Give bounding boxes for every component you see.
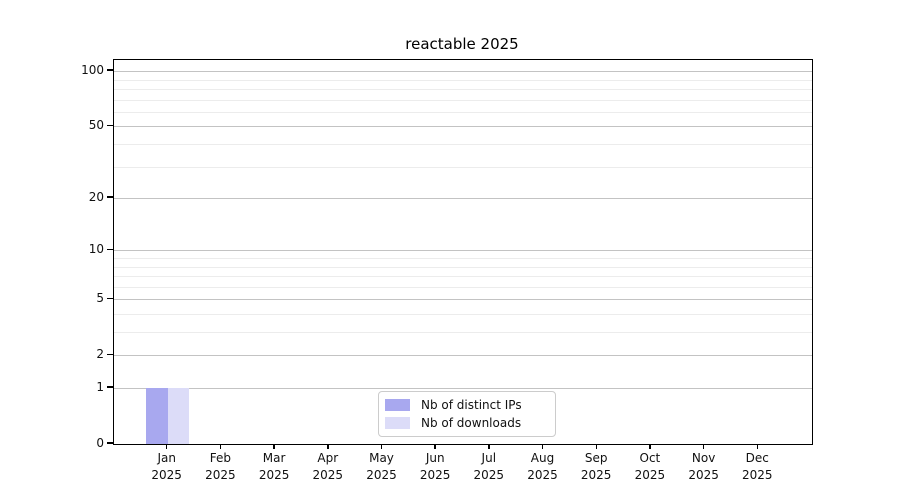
x-tick-apr bbox=[327, 444, 329, 449]
gridline-y-10 bbox=[114, 250, 812, 252]
gridline-y-7 bbox=[114, 276, 812, 277]
gridline-y-4 bbox=[114, 314, 812, 315]
bar-jan-distinct-ips bbox=[146, 388, 168, 444]
y-tick-label-0: 0 bbox=[96, 436, 104, 450]
x-tick-label-dec: Dec 2025 bbox=[742, 451, 773, 482]
y-tick-label-20: 20 bbox=[88, 190, 104, 205]
gridline-y-50 bbox=[114, 126, 812, 128]
y-tick-2 bbox=[107, 353, 113, 355]
gridline-y-70 bbox=[114, 99, 812, 101]
gridline-y-2 bbox=[114, 355, 812, 357]
y-tick-5 bbox=[107, 297, 113, 299]
x-tick-jan bbox=[165, 444, 168, 449]
x-tick-label-jun: Jun 2025 bbox=[419, 451, 451, 482]
gridline-y-40 bbox=[114, 144, 812, 145]
legend-entry-downloads: Nb of downloads bbox=[385, 416, 549, 430]
chart-title: reactable 2025 bbox=[405, 35, 519, 53]
x-tick-oct bbox=[649, 444, 651, 449]
x-tick-jul bbox=[488, 444, 490, 449]
x-tick-aug bbox=[541, 444, 544, 449]
x-tick-label-sep: Sep 2025 bbox=[580, 451, 612, 482]
x-tick-label-jul: Jul 2025 bbox=[473, 451, 505, 482]
x-tick-label-mar: Mar 2025 bbox=[258, 451, 290, 482]
legend-swatch-distinct-ips bbox=[385, 399, 410, 412]
x-tick-label-jan: Jan 2025 bbox=[151, 451, 182, 482]
x-tick-label-may: May 2025 bbox=[366, 451, 397, 482]
x-tick-feb bbox=[219, 444, 222, 449]
gridline-y-5 bbox=[114, 299, 812, 301]
gridline-y-30 bbox=[114, 166, 812, 168]
x-tick-mar bbox=[273, 444, 275, 449]
gridline-y-60 bbox=[114, 111, 812, 113]
x-tick-label-feb: Feb 2025 bbox=[205, 451, 236, 482]
gridline-y-80 bbox=[114, 89, 812, 90]
gridline-y-6 bbox=[114, 286, 812, 288]
legend: Nb of distinct IPs Nb of downloads bbox=[378, 391, 556, 437]
gridline-y-3 bbox=[114, 332, 812, 333]
y-tick-label-5: 5 bbox=[96, 291, 104, 306]
x-tick-may bbox=[380, 444, 383, 449]
legend-label-downloads: Nb of downloads bbox=[421, 415, 522, 430]
y-tick-1 bbox=[107, 386, 113, 388]
y-tick-50 bbox=[107, 124, 113, 127]
x-tick-jun bbox=[434, 444, 436, 449]
bar-jan-downloads bbox=[167, 388, 190, 444]
y-tick-0 bbox=[107, 442, 113, 444]
gridline-y-8 bbox=[114, 266, 812, 268]
legend-label-distinct-ips: Nb of distinct IPs bbox=[421, 398, 522, 413]
y-tick-label-100: 100 bbox=[81, 63, 104, 78]
y-tick-label-1: 1 bbox=[96, 380, 104, 394]
gridline-y-100 bbox=[114, 71, 812, 73]
y-tick-100 bbox=[107, 69, 113, 71]
x-tick-dec bbox=[756, 444, 759, 449]
x-tick-sep bbox=[595, 444, 597, 449]
gridline-y-9 bbox=[114, 258, 812, 259]
y-tick-10 bbox=[107, 248, 113, 250]
plot-area bbox=[113, 59, 813, 445]
x-tick-nov bbox=[702, 444, 705, 449]
x-tick-label-apr: Apr 2025 bbox=[312, 451, 344, 482]
y-tick-label-10: 10 bbox=[88, 242, 104, 257]
x-tick-label-aug: Aug 2025 bbox=[527, 451, 558, 482]
x-tick-label-nov: Nov 2025 bbox=[688, 451, 719, 482]
legend-swatch-downloads bbox=[385, 416, 410, 429]
y-tick-20 bbox=[107, 196, 113, 198]
legend-entry-distinct-ips: Nb of distinct IPs bbox=[385, 398, 549, 412]
y-tick-label-50: 50 bbox=[88, 118, 104, 133]
gridline-y-20 bbox=[114, 198, 812, 200]
y-tick-label-2: 2 bbox=[96, 347, 104, 362]
gridline-y-1 bbox=[114, 388, 812, 389]
x-tick-label-oct: Oct 2025 bbox=[634, 451, 666, 482]
gridline-y-90 bbox=[114, 79, 812, 81]
